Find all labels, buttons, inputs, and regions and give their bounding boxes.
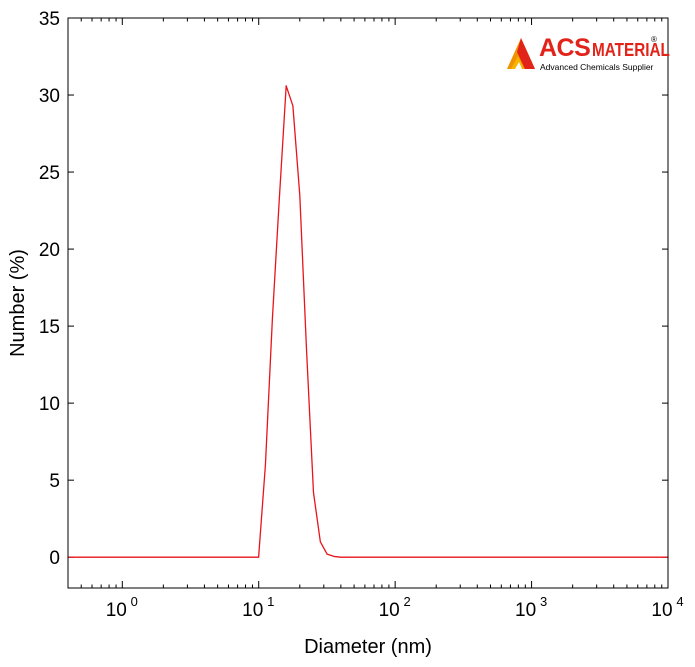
x-tick-label: 10 0 xyxy=(106,594,138,621)
x-axis-title: Diameter (nm) xyxy=(304,636,432,658)
acs-material-logo: ACS MATERIAL ® Advanced Chemicals Supplie… xyxy=(505,34,670,74)
x-tick-label: 10 4 xyxy=(651,594,683,621)
y-tick-label: 35 xyxy=(39,9,60,30)
series-line-0 xyxy=(68,85,668,558)
x-tick-label: 10 2 xyxy=(379,594,411,621)
svg-text:4: 4 xyxy=(676,594,683,609)
svg-text:0: 0 xyxy=(131,594,138,609)
logo-brand-secondary: MATERIAL xyxy=(592,40,671,60)
svg-text:10: 10 xyxy=(651,600,672,621)
y-tick-label: 25 xyxy=(39,163,60,184)
svg-text:10: 10 xyxy=(242,600,263,621)
y-tick-label: 5 xyxy=(49,471,60,492)
y-axis-title: Number (%) xyxy=(7,249,29,357)
logo-registered-mark: ® xyxy=(651,35,657,44)
logo-tagline: Advanced Chemicals Supplier xyxy=(540,62,654,72)
logo-brand-main: ACS xyxy=(539,34,591,62)
y-tick-label: 20 xyxy=(39,240,60,261)
y-tick-label: 10 xyxy=(39,394,60,415)
plot-frame xyxy=(67,17,669,589)
logo-wordmark: ACS MATERIAL xyxy=(539,36,684,61)
y-tick-label: 15 xyxy=(39,317,60,338)
series-layer xyxy=(68,85,668,558)
ticks-layer xyxy=(67,17,669,588)
svg-text:1: 1 xyxy=(267,594,274,609)
y-tick-label: 30 xyxy=(39,86,60,107)
x-tick-label: 10 3 xyxy=(515,594,547,621)
svg-text:3: 3 xyxy=(540,594,547,609)
svg-text:10: 10 xyxy=(515,600,536,621)
svg-text:2: 2 xyxy=(404,594,411,609)
svg-text:10: 10 xyxy=(106,600,127,621)
logo-flame-icon xyxy=(507,38,535,69)
x-tick-label: 10 1 xyxy=(242,594,274,621)
tick-labels-layer: 0 5 10 15 20 25 30 35 10 0 10 1 10 2 10 3 10 4 xyxy=(39,9,684,621)
y-tick-label: 0 xyxy=(49,548,60,569)
svg-text:10: 10 xyxy=(379,600,400,621)
